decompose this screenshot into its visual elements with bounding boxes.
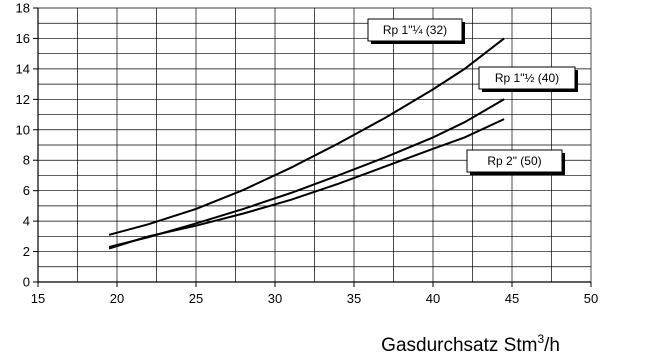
series-labels: Rp 1"¼ (32) Rp 1"½ (40) Rp 2" (50)	[367, 18, 578, 175]
x-tick-label: 30	[268, 291, 282, 306]
x-tick-label: 50	[584, 291, 598, 306]
series-label-box	[466, 149, 563, 173]
series-label-rp-1-1-2: Rp 1"½ (40)	[478, 66, 578, 92]
series-line-rp-2	[108, 118, 505, 250]
axes	[33, 7, 592, 287]
series-line-rp-1-1-4	[108, 37, 505, 236]
series-label-text: Rp 1"½ (40)	[495, 71, 559, 85]
y-tick-label: 4	[23, 214, 30, 229]
x-tick-label: 35	[347, 291, 361, 306]
series-label-box	[367, 18, 463, 42]
tick-labels: 0 2 4 6 8 10 12 14 16 18 15 20 25 30 35 40 45 50	[16, 1, 599, 307]
series-lines	[108, 37, 505, 250]
x-tick-label: 45	[505, 291, 519, 306]
x-tick-label: 20	[110, 291, 124, 306]
y-tick-label: 0	[23, 275, 30, 290]
y-tick-label: 10	[16, 122, 30, 137]
x-tick-label: 15	[31, 291, 45, 306]
x-tick-label: 40	[426, 291, 440, 306]
x-tick-label: 25	[189, 291, 203, 306]
series-label-text: Rp 1"¼ (32)	[383, 23, 447, 37]
y-tick-label: 18	[16, 1, 30, 16]
y-tick-label: 12	[16, 92, 30, 107]
x-axis-title-unit: /h	[544, 335, 560, 356]
x-axis-title: Gasdurchsatz Stm3/h	[381, 332, 560, 356]
y-tick-label: 8	[23, 153, 30, 168]
y-tick-label: 2	[23, 244, 30, 259]
y-tick-label: 16	[16, 31, 30, 46]
series-label-rp-2: Rp 2" (50)	[466, 149, 565, 175]
y-tick-label: 14	[16, 61, 30, 76]
x-axis-title-text: Gasdurchsatz Stm	[381, 335, 537, 356]
x-axis-title-superscript: 3	[537, 332, 544, 346]
series-label-box	[478, 66, 576, 90]
series-label-rp-1-1-4: Rp 1"¼ (32)	[367, 18, 465, 44]
y-tick-label: 6	[23, 183, 30, 198]
series-label-text: Rp 2" (50)	[487, 154, 541, 168]
